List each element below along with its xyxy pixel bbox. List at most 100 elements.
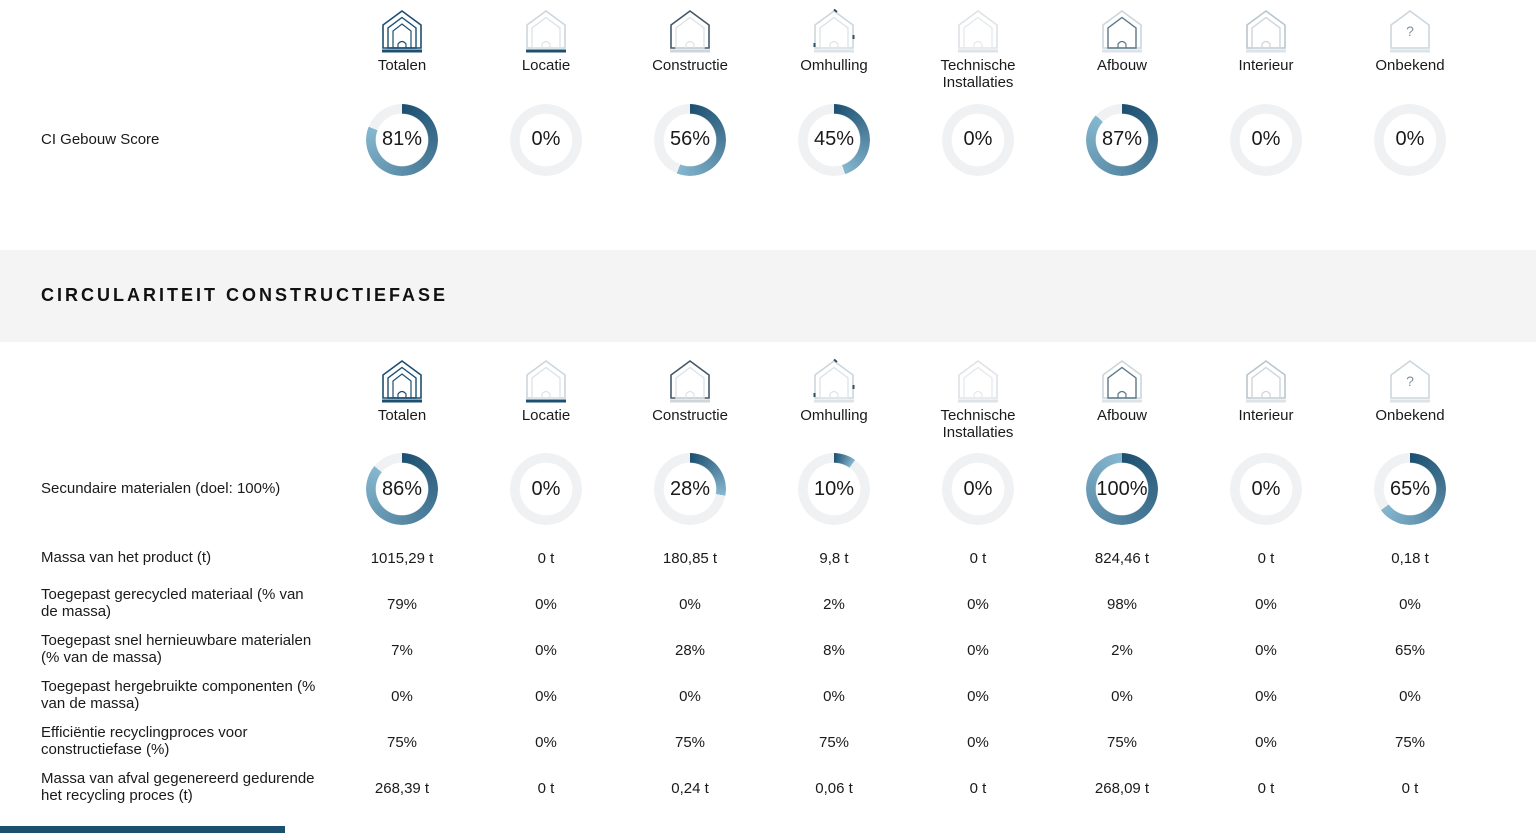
table-cell: 0% (1399, 687, 1421, 705)
interieur-house-icon (1240, 8, 1292, 54)
column-header-onbekend: ? Onbekend (1338, 8, 1482, 92)
table-row-label: Massa van afval gegenereerd gedurende he… (41, 770, 315, 804)
table-row-label: Toegepast hergebruikte componenten (% va… (41, 678, 316, 712)
table-cell: 0% (1255, 687, 1277, 705)
column-header-constructie: Constructie (618, 358, 762, 442)
table-cell: 0% (1255, 641, 1277, 659)
table-row-effici-ntie-recyclingproces-voor-constru: Efficiëntie recyclingproces voor constru… (0, 719, 1536, 765)
table-cell: 75% (386, 733, 418, 751)
donut-percent: 0% (963, 477, 993, 500)
table-cell: 9,8 t (819, 549, 849, 567)
donut-gauge-secundaire-materialen-constructie: 28% (654, 453, 726, 525)
donut-gauge-ci-gebouw-score-omhulling: 45% (798, 103, 870, 176)
column-label: Onbekend (1375, 57, 1445, 74)
section-header-band: CIRCULARITEIT CONSTRUCTIEFASE (0, 249, 1536, 342)
column-header-afbouw: Afbouw (1050, 8, 1194, 92)
locatie-house-icon (520, 8, 572, 54)
table-row-label: Massa van het product (t) (41, 548, 212, 566)
table-cell: 75% (1106, 733, 1138, 751)
donut-gauge-secundaire-materialen-omhulling: 10% (798, 453, 870, 525)
table-cell: 0,18 t (1391, 549, 1429, 567)
column-label: Constructie (652, 406, 728, 424)
donut-percent: 56% (669, 128, 711, 150)
technische-installaties-house-icon (952, 358, 1004, 404)
column-header-totalen: Totalen (330, 8, 474, 92)
onbekend-house-icon: ? (1384, 358, 1436, 404)
donut-percent: 65% (1389, 477, 1431, 500)
table-cell: 2% (1111, 641, 1133, 659)
table-cell: 98% (1106, 595, 1138, 613)
column-label: Onbekend (1375, 406, 1445, 424)
table-cell: 0% (391, 687, 413, 705)
donut-gauge-secundaire-materialen-onbekend: 65% (1374, 453, 1446, 525)
donut-percent: 0% (963, 128, 993, 150)
donut-percent: 0% (1395, 128, 1425, 150)
table-cell: 0,06 t (815, 779, 853, 797)
column-label: Technische Installaties (940, 406, 1016, 441)
table-row-label: Toegepast snel hernieuwbare materialen (… (41, 632, 312, 666)
donut-gauge-ci-gebouw-score-constructie: 56% (654, 103, 726, 176)
column-header-interieur: Interieur (1194, 358, 1338, 442)
donut-gauge-secundaire-materialen-afbouw: 100% (1086, 453, 1158, 525)
table-cell: 0% (1255, 733, 1277, 751)
column-label: Omhulling (800, 406, 868, 424)
table-row-massa-van-het-product-t: Massa van het product (t) 1015,29 t 0 t 180… (0, 535, 1536, 581)
donut-percent: 87% (1101, 128, 1143, 150)
table-row-toegepast-gerecycled-materiaal-van-de-ma: Toegepast gerecycled materiaal (% van de… (0, 581, 1536, 627)
table-cell: 0 t (537, 549, 555, 567)
donut-gauge-secundaire-materialen-totalen: 86% (366, 453, 438, 525)
column-label: Afbouw (1096, 406, 1148, 424)
table-cell: 0% (1111, 687, 1133, 705)
column-label: Technische Installaties (940, 57, 1016, 92)
omhulling-house-icon (808, 8, 860, 54)
column-header-technische-installaties: Technische Installaties (906, 358, 1050, 442)
table-cell: 75% (674, 733, 706, 751)
table-cell: 0 t (969, 549, 987, 567)
table-cell: 0 t (969, 779, 987, 797)
table-row-label: Efficiëntie recyclingproces voor constru… (41, 724, 248, 758)
footer-bar (0, 826, 285, 833)
constructiefase-table: Massa van het product (t) 1015,29 t 0 t 180… (0, 535, 1536, 811)
donut-gauge-ci-gebouw-score-interieur: 0% (1230, 103, 1302, 176)
column-label: Totalen (377, 57, 427, 74)
donut-percent: 0% (1251, 128, 1281, 150)
table-row-label: Toegepast gerecycled materiaal (% van de… (41, 586, 304, 620)
table-cell: 8% (823, 641, 845, 659)
table-cell: 0% (967, 733, 989, 751)
table-cell: 0% (967, 595, 989, 613)
table-cell: 0% (823, 687, 845, 705)
table-cell: 0% (679, 687, 701, 705)
afbouw-house-icon (1096, 358, 1148, 404)
table-cell: 824,46 t (1094, 549, 1150, 567)
column-header-technische-installaties: Technische Installaties (906, 8, 1050, 92)
table-cell: 180,85 t (662, 549, 718, 567)
column-header-constructie: Constructie (618, 8, 762, 92)
column-label: Interieur (1238, 57, 1294, 74)
section-title: CIRCULARITEIT CONSTRUCTIEFASE (41, 285, 449, 305)
constructie-house-icon (664, 358, 716, 404)
donut-percent: 86% (381, 477, 423, 500)
table-cell: 0 t (1257, 549, 1275, 567)
svg-text:?: ? (1406, 23, 1414, 39)
table-cell: 1015,29 t (370, 549, 434, 567)
column-label: Interieur (1238, 406, 1294, 424)
table-cell: 0% (535, 595, 557, 613)
ci-gebouw-score-section: Totalen Locatie Constructie Omhulling Techni… (0, 0, 1536, 176)
column-header-locatie: Locatie (474, 8, 618, 92)
column-label: Afbouw (1096, 57, 1148, 74)
column-label: Constructie (652, 57, 728, 74)
column-label: Totalen (377, 406, 427, 424)
afbouw-house-icon (1096, 8, 1148, 54)
svg-text:?: ? (1406, 373, 1414, 389)
donut-percent: 0% (531, 477, 561, 500)
table-row-toegepast-snel-hernieuwbare-materialen-v: Toegepast snel hernieuwbare materialen (… (0, 627, 1536, 673)
column-label: Locatie (521, 406, 571, 424)
constructiefase-column-headers: Totalen Locatie Constructie Omhulling Techni… (0, 358, 1536, 442)
column-header-omhulling: Omhulling (762, 8, 906, 92)
column-header-afbouw: Afbouw (1050, 358, 1194, 442)
donut-percent: 100% (1096, 477, 1148, 500)
column-header-locatie: Locatie (474, 358, 618, 442)
donut-gauge-ci-gebouw-score-technische-installaties: 0% (942, 103, 1014, 176)
table-cell: 75% (1394, 733, 1426, 751)
table-cell: 0 t (1401, 779, 1419, 797)
